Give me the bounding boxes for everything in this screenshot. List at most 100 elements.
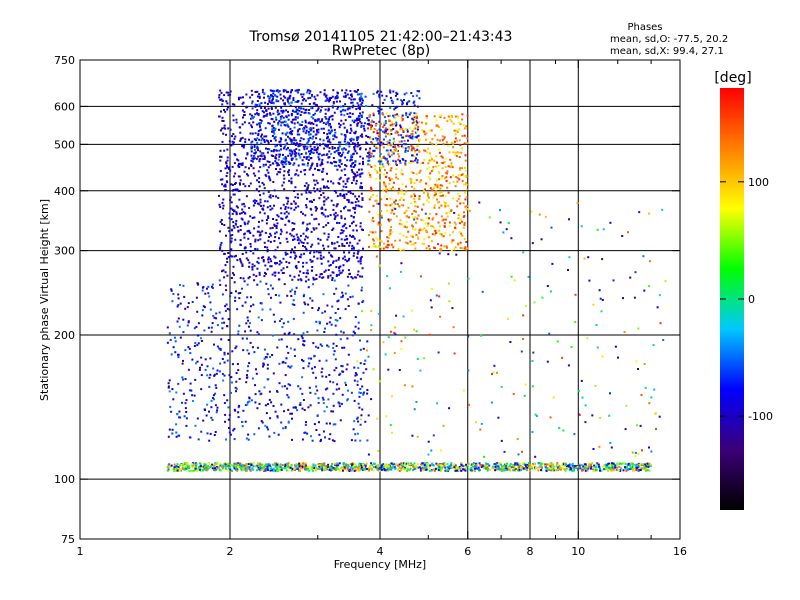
data-point (347, 269, 350, 272)
data-point (231, 184, 234, 186)
data-point (297, 278, 300, 281)
data-point (329, 254, 332, 257)
data-point (276, 415, 279, 418)
data-point (314, 118, 317, 121)
data-point (377, 134, 380, 137)
data-point (410, 178, 413, 181)
data-point (253, 152, 256, 155)
data-point (219, 362, 222, 365)
data-point (306, 147, 309, 150)
data-point (313, 148, 316, 151)
data-point (271, 135, 274, 137)
data-point (182, 331, 185, 334)
data-point (364, 469, 366, 472)
data-point (292, 139, 295, 142)
data-point (416, 130, 419, 133)
data-point (268, 122, 271, 125)
data-point (258, 390, 261, 393)
data-point (337, 92, 339, 95)
data-point (624, 466, 626, 469)
data-point (427, 193, 429, 196)
data-point (414, 159, 416, 162)
data-point (372, 194, 374, 196)
data-point (385, 112, 388, 115)
data-point (256, 267, 259, 270)
data-point (413, 112, 416, 115)
data-point (313, 355, 316, 358)
data-point (358, 144, 361, 147)
data-point (298, 128, 301, 130)
data-point (174, 351, 177, 354)
data-point (213, 343, 215, 346)
data-point (271, 98, 274, 100)
data-point (354, 195, 357, 198)
data-point (387, 218, 390, 221)
data-point (245, 437, 248, 440)
data-point (369, 124, 372, 127)
data-point (317, 463, 320, 466)
data-point (173, 469, 176, 472)
data-point (418, 121, 421, 124)
data-point (537, 462, 540, 465)
data-point (260, 420, 263, 423)
data-point (353, 237, 356, 240)
data-point (353, 252, 356, 255)
data-point (314, 103, 317, 106)
data-point (550, 463, 553, 466)
data-point (256, 260, 259, 263)
data-point (361, 172, 364, 175)
data-point (438, 178, 441, 181)
data-point (200, 388, 203, 391)
data-point (459, 144, 462, 147)
data-point (395, 121, 398, 124)
data-point (395, 147, 397, 150)
data-point (348, 251, 351, 254)
data-point (231, 165, 234, 168)
data-point (440, 215, 443, 218)
data-point (196, 344, 199, 347)
data-point (291, 130, 294, 133)
data-point (221, 183, 224, 186)
data-point (388, 177, 391, 180)
data-point (414, 149, 417, 152)
data-point (226, 274, 229, 277)
data-point (241, 162, 244, 165)
data-point (369, 176, 372, 178)
data-point (425, 138, 428, 141)
data-point (402, 462, 405, 465)
data-point (400, 134, 403, 137)
data-point (340, 113, 343, 116)
data-point (284, 124, 287, 127)
data-point (390, 177, 393, 180)
data-point (287, 212, 290, 215)
data-point (287, 332, 290, 335)
data-point (382, 189, 385, 192)
data-point (286, 252, 289, 255)
data-point (213, 469, 215, 471)
data-point (271, 207, 274, 210)
data-point (256, 90, 259, 93)
data-point (302, 265, 304, 268)
data-point (210, 399, 213, 402)
data-point (233, 427, 236, 430)
data-point (214, 404, 217, 407)
data-point (412, 243, 415, 246)
data-point (427, 201, 430, 204)
data-point (310, 149, 312, 152)
data-point (293, 251, 296, 254)
data-point (314, 167, 316, 170)
data-point (276, 144, 278, 147)
data-point (497, 465, 500, 468)
data-point (411, 224, 414, 227)
data-point (359, 97, 362, 99)
data-point (370, 141, 373, 144)
data-point (278, 90, 281, 92)
data-point (226, 159, 229, 162)
data-point (359, 439, 362, 442)
data-point (268, 175, 271, 178)
data-point (276, 390, 278, 393)
data-point (310, 121, 313, 124)
data-point (639, 463, 641, 466)
data-point (239, 183, 241, 186)
data-point (317, 468, 320, 471)
